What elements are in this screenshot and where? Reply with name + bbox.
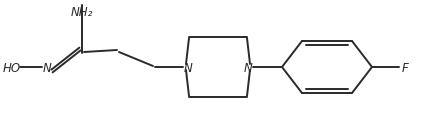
Text: N: N — [184, 61, 192, 74]
Text: F: F — [401, 61, 408, 74]
Text: HO: HO — [3, 61, 21, 74]
Text: NH₂: NH₂ — [71, 5, 93, 18]
Text: N: N — [43, 61, 51, 74]
Text: N: N — [244, 61, 253, 74]
